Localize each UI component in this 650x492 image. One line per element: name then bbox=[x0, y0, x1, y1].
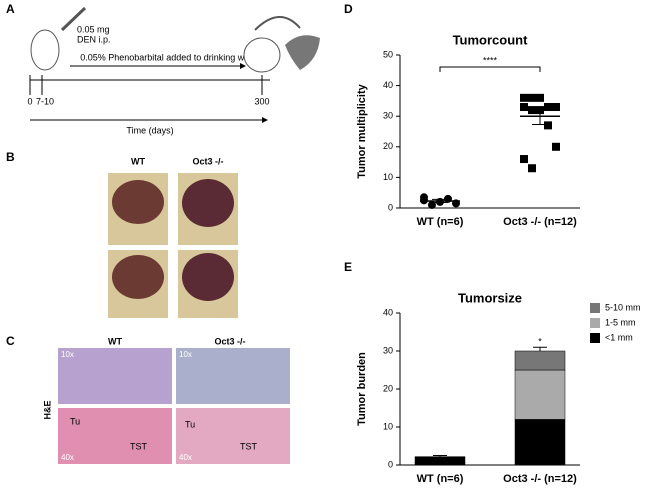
y-tick-label: 20 bbox=[383, 383, 393, 393]
time-axis-label: Time (days) bbox=[126, 125, 173, 135]
curved-arrow bbox=[254, 16, 301, 31]
treatment: 0.05% Phenobarbital added to drinking wa… bbox=[80, 52, 260, 62]
significance-bracket bbox=[439, 66, 541, 72]
column-header: WT bbox=[108, 336, 122, 346]
y-tick-label: 50 bbox=[383, 49, 393, 59]
data-point bbox=[528, 106, 536, 115]
region-label: Tu bbox=[185, 419, 195, 429]
liver bbox=[182, 253, 234, 301]
time-point: 0 bbox=[27, 96, 32, 106]
region-label: Tu bbox=[70, 416, 80, 426]
data-point bbox=[528, 93, 536, 102]
arrow-head bbox=[240, 63, 246, 69]
data-point bbox=[520, 103, 528, 112]
y-tick-label: 40 bbox=[383, 80, 393, 90]
liver bbox=[112, 180, 164, 224]
x-tick-label: Oct3 -/- (n=12) bbox=[503, 216, 577, 228]
arrow-head bbox=[262, 117, 268, 123]
panel-label: A bbox=[6, 2, 15, 16]
magnification: 40x bbox=[179, 453, 192, 462]
bar-segment bbox=[514, 350, 566, 371]
data-point bbox=[520, 93, 528, 102]
liver-icon bbox=[285, 35, 320, 70]
data-point bbox=[528, 164, 536, 173]
stain-label: H&E bbox=[42, 400, 52, 419]
y-tick-label: 20 bbox=[383, 141, 393, 151]
mouse-icon bbox=[30, 29, 60, 71]
y-axis-label: Tumor multiplicity bbox=[356, 83, 368, 178]
significance-label: **** bbox=[483, 55, 498, 65]
legend-label: 1-5 mm bbox=[605, 317, 636, 327]
y-tick-label: 0 bbox=[388, 202, 393, 212]
y-tick-label: 30 bbox=[383, 345, 393, 355]
mouse-icon bbox=[243, 37, 281, 73]
time-point: 300 bbox=[254, 96, 269, 106]
column-header: WT bbox=[131, 156, 145, 166]
error-bar bbox=[433, 455, 447, 457]
data-point bbox=[536, 93, 544, 102]
panel-label: E bbox=[344, 260, 352, 274]
histology-image bbox=[176, 348, 290, 404]
histology-image bbox=[176, 408, 290, 464]
sem-bar bbox=[432, 198, 448, 203]
chart-title: Tumorsize bbox=[458, 290, 522, 305]
liver bbox=[182, 179, 234, 227]
data-point bbox=[544, 121, 552, 130]
magnification: 10x bbox=[61, 350, 74, 359]
legend-label: 5-10 mm bbox=[605, 302, 641, 312]
bar-segment bbox=[514, 419, 566, 466]
y-tick-label: 30 bbox=[383, 111, 393, 121]
panel-label: C bbox=[6, 334, 15, 348]
y-tick-label: 10 bbox=[383, 172, 393, 182]
significance-label: * bbox=[538, 337, 542, 347]
error-bar bbox=[533, 346, 547, 351]
magnification: 10x bbox=[179, 350, 192, 359]
bar-segment bbox=[514, 369, 566, 420]
data-point bbox=[552, 103, 560, 112]
column-header: Oct3 -/- bbox=[214, 336, 245, 346]
magnification: 40x bbox=[61, 453, 74, 462]
y-tick-label: 40 bbox=[383, 307, 393, 317]
time-point: 7-10 bbox=[36, 96, 54, 106]
legend-swatch bbox=[590, 303, 600, 313]
sem-bar bbox=[532, 107, 548, 125]
histology-image bbox=[58, 348, 172, 404]
dose: 0.05 mg bbox=[77, 24, 110, 34]
y-axis-label: Tumor burden bbox=[356, 352, 368, 426]
liver bbox=[112, 255, 164, 299]
y-tick-label: 10 bbox=[383, 421, 393, 431]
region-label: TST bbox=[240, 441, 258, 451]
data-point bbox=[520, 155, 528, 164]
column-header: Oct3 -/- bbox=[192, 156, 223, 166]
bar-segment bbox=[414, 456, 466, 466]
x-tick-label: WT (n=6) bbox=[417, 216, 464, 228]
legend-label: <1 mm bbox=[605, 332, 633, 342]
legend-swatch bbox=[590, 333, 600, 343]
y-tick-label: 0 bbox=[388, 459, 393, 469]
chart-title: Tumorcount bbox=[453, 32, 529, 47]
panel-label: B bbox=[6, 150, 15, 164]
region-label: TST bbox=[130, 441, 148, 451]
data-point bbox=[552, 142, 560, 151]
x-tick-label: WT (n=6) bbox=[417, 473, 464, 485]
injection: DEN i.p. bbox=[77, 34, 111, 44]
data-point bbox=[544, 103, 552, 112]
legend-swatch bbox=[590, 318, 600, 328]
panel-label: D bbox=[344, 2, 353, 16]
histology-image bbox=[58, 408, 172, 464]
syringe-icon bbox=[60, 6, 87, 32]
x-tick-label: Oct3 -/- (n=12) bbox=[503, 473, 577, 485]
